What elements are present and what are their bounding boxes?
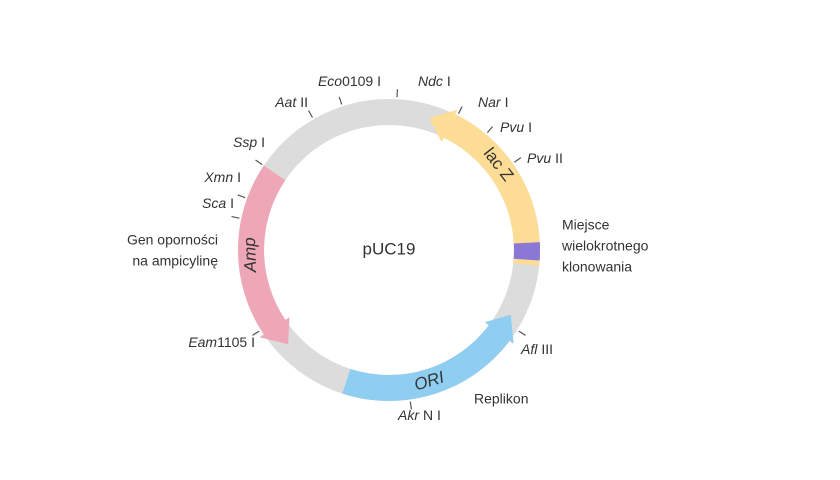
- ori-region: [342, 314, 514, 402]
- lacz-gene: [429, 109, 541, 266]
- site-label: Xmn I: [203, 169, 241, 185]
- mcs-label: Miejsce: [562, 217, 610, 233]
- site-tick: [231, 215, 240, 219]
- site-tick: [237, 194, 246, 199]
- site-label-rest: 1105 I: [217, 334, 255, 350]
- site-tick: [409, 401, 413, 410]
- mcs-region: [513, 242, 540, 261]
- site-tick: [338, 96, 343, 105]
- site-tick: [457, 106, 463, 114]
- site-label: Pvu I: [500, 119, 532, 135]
- ori-annotation: Replikon: [474, 391, 528, 407]
- site-label: Aat II: [274, 94, 308, 110]
- site-label-italic: Afl: [520, 341, 538, 357]
- site-label: Pvu II: [527, 150, 563, 166]
- site-tick: [486, 126, 493, 134]
- site-tick: [255, 159, 263, 165]
- mcs-label: klonowania: [562, 259, 632, 275]
- site-label: Eco0109 I: [318, 73, 381, 89]
- site-label-rest: 0109 I: [342, 73, 381, 89]
- site-label: Eam1105 I: [188, 334, 255, 350]
- site-tick: [513, 157, 522, 163]
- site-label-rest: II: [300, 94, 308, 110]
- site-label-rest: III: [541, 341, 553, 357]
- site-tick: [307, 110, 314, 118]
- site-label-rest: N I: [423, 407, 441, 423]
- site-label-italic: Aat: [274, 94, 297, 110]
- site-label: Ndc I: [418, 73, 451, 89]
- amp-gene: [238, 165, 290, 345]
- site-label-rest: I: [447, 73, 451, 89]
- site-label-rest: II: [555, 150, 563, 166]
- amp-annotation: Gen oporności: [127, 232, 218, 248]
- site-label-italic: Xmn: [203, 169, 233, 185]
- site-label-italic: Eco: [318, 73, 342, 89]
- site-tick: [252, 330, 260, 336]
- site-label-rest: I: [505, 94, 509, 110]
- site-label-rest: I: [261, 134, 265, 150]
- site-label-italic: Pvu: [527, 150, 551, 166]
- site-label-italic: Ssp: [233, 134, 257, 150]
- site-label-italic: Nar: [478, 94, 502, 110]
- site-label: Ssp I: [233, 134, 265, 150]
- site-label-italic: Eam: [188, 334, 217, 350]
- site-label: Akr N I: [397, 407, 441, 423]
- site-label-italic: Pvu: [500, 119, 524, 135]
- site-label-italic: Ndc: [418, 73, 443, 89]
- site-tick: [518, 330, 526, 336]
- site-label: Nar I: [478, 94, 508, 110]
- site-label-rest: I: [230, 195, 234, 211]
- site-label-italic: Akr: [397, 407, 420, 423]
- site-label: Sca I: [202, 195, 234, 211]
- amp-annotation: na ampicylinę: [132, 253, 218, 269]
- amp-label: Amp: [240, 237, 260, 274]
- site-label-rest: I: [237, 169, 241, 185]
- plasmid-name: pUC19: [363, 239, 416, 258]
- mcs-label: wielokrotnego: [561, 238, 649, 254]
- site-label-rest: I: [528, 119, 532, 135]
- site-label: Afl III: [520, 341, 553, 357]
- site-label-italic: Sca: [202, 195, 226, 211]
